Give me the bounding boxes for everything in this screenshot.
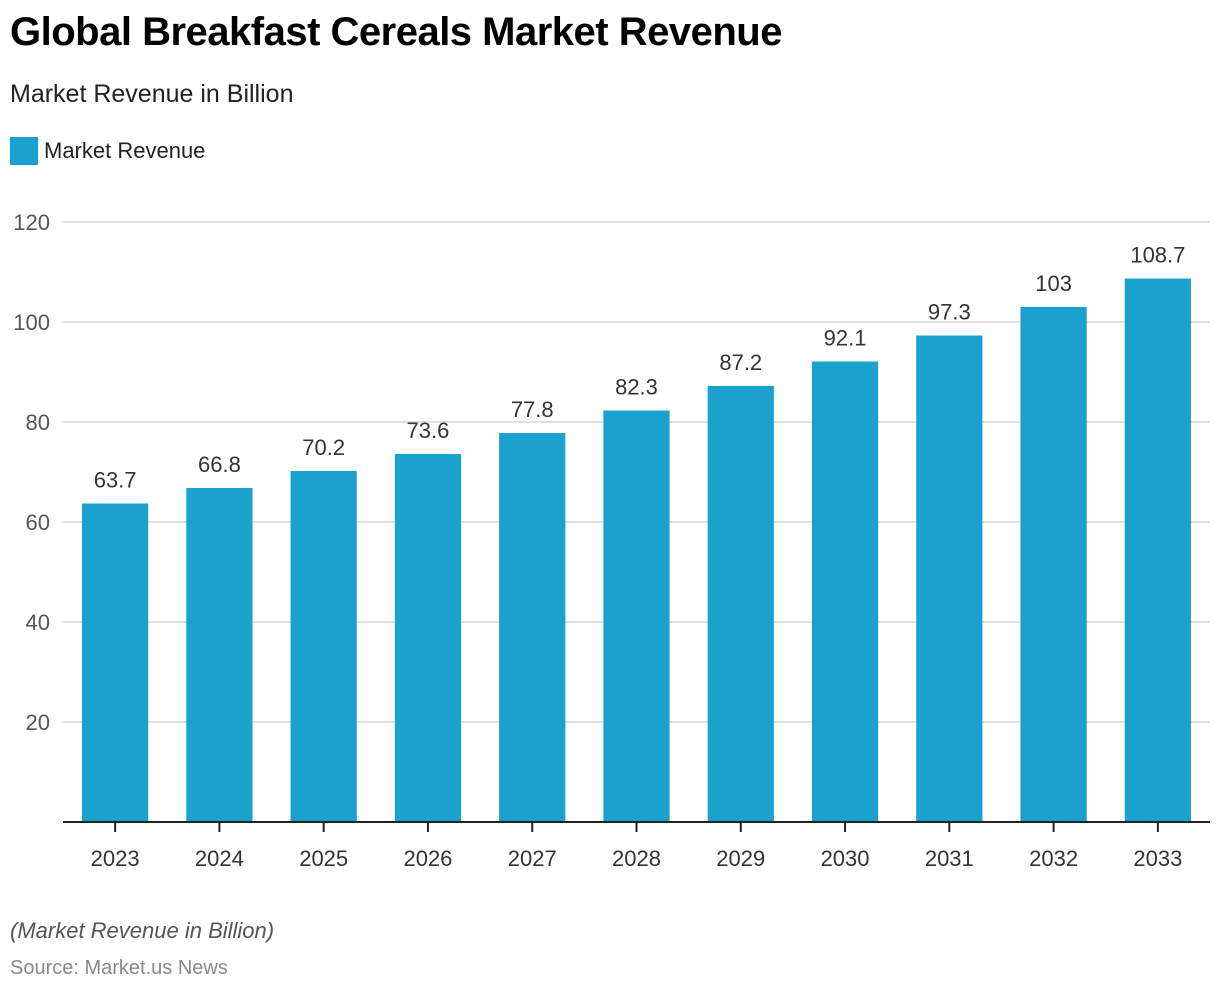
y-tick-label: 20 bbox=[26, 710, 50, 735]
bar bbox=[603, 410, 670, 822]
data-label: 82.3 bbox=[615, 375, 658, 400]
x-tick-label: 2024 bbox=[195, 846, 244, 871]
bar bbox=[394, 454, 462, 822]
chart-subtitle: Market Revenue in Billion bbox=[10, 80, 294, 108]
footnote: (Market Revenue in Billion) bbox=[10, 918, 275, 943]
bars bbox=[82, 278, 1191, 822]
x-tick-label: 2030 bbox=[821, 846, 870, 871]
data-label: 70.2 bbox=[302, 435, 345, 460]
bar bbox=[707, 386, 774, 822]
data-label: 97.3 bbox=[928, 300, 971, 325]
chart-title: Global Breakfast Cereals Market Revenue bbox=[10, 10, 782, 54]
legend: Market Revenue bbox=[10, 137, 205, 165]
bar bbox=[1020, 307, 1087, 822]
bar bbox=[82, 503, 149, 822]
x-tick-label: 2027 bbox=[508, 846, 557, 871]
legend-label: Market Revenue bbox=[44, 138, 206, 163]
bar bbox=[186, 488, 253, 822]
y-axis-ticks: 20 40 60 80 100 120 bbox=[13, 210, 50, 735]
y-tick-label: 120 bbox=[13, 210, 50, 235]
bar bbox=[499, 433, 566, 822]
data-label: 108.7 bbox=[1130, 243, 1185, 268]
x-tick-label: 2028 bbox=[612, 846, 661, 871]
x-tick-label: 2029 bbox=[716, 846, 765, 871]
x-axis: 2023 2024 2025 2026 2027 2028 2029 2030 2031 2032… bbox=[63, 821, 1210, 871]
x-tick-label: 2023 bbox=[91, 846, 140, 871]
data-label: 92.1 bbox=[824, 326, 867, 351]
y-tick-label: 40 bbox=[26, 610, 50, 635]
bar bbox=[1124, 278, 1191, 822]
bar bbox=[916, 335, 983, 822]
data-label: 73.6 bbox=[407, 418, 450, 443]
x-tick-label: 2025 bbox=[299, 846, 348, 871]
data-label: 66.8 bbox=[198, 452, 241, 477]
data-labels: 63.7 66.8 70.2 73.6 77.8 82.3 87.2 92.1 97.3 103 1… bbox=[94, 243, 1186, 493]
data-label: 103 bbox=[1035, 271, 1072, 296]
data-label: 77.8 bbox=[511, 397, 554, 422]
data-label: 63.7 bbox=[94, 468, 137, 493]
bar bbox=[811, 361, 879, 822]
x-tick-label: 2031 bbox=[925, 846, 974, 871]
y-tick-label: 100 bbox=[13, 310, 50, 335]
x-tick-label: 2026 bbox=[403, 846, 452, 871]
source-credit: Source: Market.us News bbox=[10, 957, 228, 979]
legend-swatch bbox=[10, 137, 38, 165]
bar bbox=[290, 471, 357, 822]
y-tick-label: 80 bbox=[26, 410, 50, 435]
x-tick-label: 2033 bbox=[1133, 846, 1182, 871]
x-tick-label: 2032 bbox=[1029, 846, 1078, 871]
y-tick-label: 60 bbox=[26, 510, 50, 535]
data-label: 87.2 bbox=[719, 350, 762, 375]
